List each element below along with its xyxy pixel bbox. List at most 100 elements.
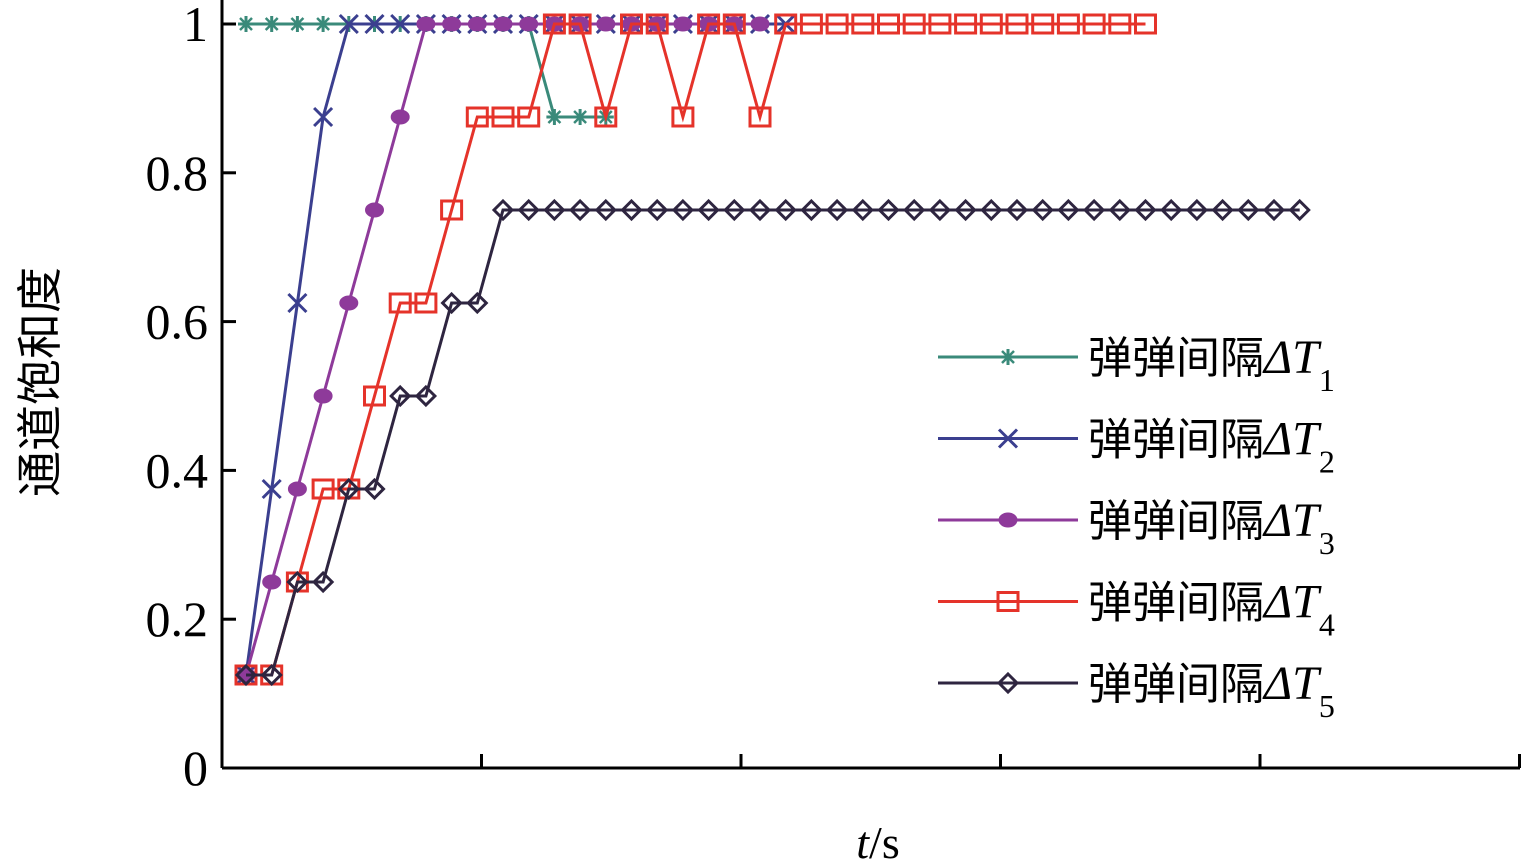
- series-4-point-33: [1082, 13, 1106, 35]
- series-4-point-31: [1031, 13, 1055, 35]
- series-5-point-14: [594, 198, 617, 222]
- series-5-point-5: [363, 477, 386, 501]
- series-3-point-17: [673, 16, 693, 32]
- series-4: [234, 13, 1157, 686]
- legend-label-symbol: ΔT: [1262, 657, 1322, 710]
- series-3-point-1: [262, 574, 282, 590]
- series-4-point-22: [799, 13, 823, 35]
- series-3-point-6: [390, 109, 410, 125]
- series-5: [234, 198, 1311, 687]
- series-5-point-11: [517, 198, 540, 222]
- series-5-point-17: [671, 198, 695, 222]
- series-4-point-13: [568, 13, 592, 35]
- series-2: [235, 13, 796, 686]
- series-5-point-35: [1134, 198, 1157, 222]
- series-4-point-24: [851, 13, 875, 35]
- series-5-point-41: [1288, 198, 1311, 222]
- series-5-point-10: [491, 198, 515, 222]
- series-4-point-29: [979, 13, 1003, 35]
- series-5-point-8: [440, 291, 463, 315]
- series-4-point-35: [1134, 13, 1157, 35]
- series-3-point-9: [467, 16, 487, 32]
- legend-label-subscript: 3: [1319, 525, 1335, 561]
- y-tick-label-4: 0.8: [146, 145, 209, 201]
- series-4-point-28: [954, 13, 978, 35]
- series-4-point-6: [388, 292, 412, 314]
- series-4-point-19: [722, 13, 746, 35]
- legend-label-symbol: ΔT: [1262, 331, 1322, 384]
- legend-label-text: 弹弹间隔: [1088, 578, 1264, 629]
- legend-label-4: 弹弹间隔ΔT4: [1088, 576, 1335, 643]
- y-tick-label-2: 0.4: [146, 442, 209, 498]
- legend-label-symbol: ΔT: [1262, 494, 1322, 547]
- series-4-point-8: [440, 199, 464, 221]
- series-5-point-34: [1108, 198, 1131, 222]
- series-4-point-20: [748, 106, 772, 128]
- series-5-point-21: [774, 198, 797, 222]
- axes: 0 0.2 0.4 0.6 0.8 1: [146, 0, 1521, 796]
- series-2-point-4: [338, 13, 359, 35]
- series-5-point-7: [414, 384, 438, 408]
- legend-label-subscript: 2: [1319, 444, 1335, 480]
- y-tick-label-0: 0: [183, 740, 208, 796]
- series-3-point-2: [287, 481, 307, 497]
- series-4-point-27: [928, 13, 952, 35]
- series-2-point-5: [364, 13, 385, 35]
- series-5-point-23: [825, 198, 849, 222]
- series-5-point-13: [568, 198, 592, 222]
- series-5-point-36: [1160, 198, 1183, 222]
- legend-label-text: 弹弹间隔: [1088, 333, 1264, 384]
- series-4-point-30: [1005, 13, 1029, 35]
- series-5-point-22: [800, 198, 823, 222]
- series-5-point-27: [928, 198, 952, 222]
- series-4-point-9: [465, 106, 489, 128]
- x-axis-label-unit: /s: [869, 817, 900, 867]
- series-5-point-32: [1057, 198, 1080, 222]
- legend-marker-2: [997, 428, 1019, 449]
- series-5-point-38: [1211, 198, 1234, 222]
- legend-entry-2: 弹弹间隔ΔT2: [938, 413, 1335, 480]
- series-3-point-8: [442, 16, 462, 32]
- legend-marker-5: [996, 671, 1020, 695]
- legend-label-subscript: 4: [1319, 607, 1335, 643]
- legend-label-text: 弹弹间隔: [1088, 415, 1264, 466]
- legend-entry-4: 弹弹间隔ΔT4: [938, 576, 1335, 643]
- series-5-point-39: [1237, 198, 1260, 222]
- series-1-point-3: [315, 16, 332, 32]
- series-3-point-20: [750, 16, 770, 32]
- legend-label-text: 弹弹间隔: [1088, 496, 1264, 547]
- series-3-point-3: [313, 388, 333, 404]
- series-1-point-2: [289, 16, 306, 32]
- series-5-line: [246, 208, 1300, 677]
- series-5-point-26: [903, 198, 926, 222]
- series-4-point-21: [774, 13, 798, 35]
- legend-entry-5: 弹弹间隔ΔT5: [938, 657, 1335, 724]
- series-4-point-14: [594, 106, 618, 128]
- legend-entry-1: 弹弹间隔ΔT1: [938, 331, 1335, 398]
- series-4-point-25: [877, 13, 900, 35]
- legend-label-symbol: ΔT: [1262, 413, 1322, 466]
- series-5-point-2: [286, 570, 309, 594]
- series-5-point-6: [389, 384, 412, 408]
- y-tick-label-1: 0.2: [146, 591, 209, 647]
- series-5-point-15: [620, 198, 643, 222]
- series-4-point-15: [620, 13, 643, 35]
- series-4-point-23: [825, 13, 849, 35]
- series-2-point-6: [390, 13, 411, 35]
- series-1-point-0: [238, 16, 254, 32]
- series-3-point-14: [596, 16, 616, 32]
- legend-marker-3: [998, 512, 1018, 528]
- series-5-point-18: [697, 198, 720, 222]
- y-tick-label-5: 1: [183, 0, 208, 52]
- series-1-point-13: [572, 109, 589, 125]
- y-tick-label-3: 0.6: [146, 294, 209, 350]
- series-4-point-11: [517, 106, 541, 128]
- legend-label-subscript: 1: [1319, 362, 1335, 398]
- x-axis-label: t/s: [856, 817, 899, 867]
- series-4-point-10: [491, 106, 515, 128]
- series-5-point-25: [877, 198, 900, 222]
- series-5-point-12: [543, 198, 566, 222]
- series-5-point-4: [337, 477, 360, 501]
- series-5-point-29: [980, 198, 1003, 222]
